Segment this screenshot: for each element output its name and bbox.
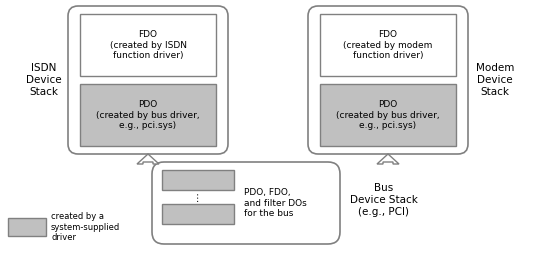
Bar <box>8 218 46 236</box>
FancyBboxPatch shape <box>68 6 228 154</box>
Bar <box>80 14 216 76</box>
Text: PDO
(created by bus driver,
e.g., pci.sys): PDO (created by bus driver, e.g., pci.sy… <box>336 100 440 130</box>
Text: created by a
system-supplied
driver: created by a system-supplied driver <box>51 212 120 242</box>
Text: PDO
(created by bus driver,
e.g., pci.sys): PDO (created by bus driver, e.g., pci.sy… <box>96 100 200 130</box>
Bar <box>162 204 234 224</box>
Text: Bus
Device Stack
(e.g., PCI): Bus Device Stack (e.g., PCI) <box>350 183 418 217</box>
Text: ⋯: ⋯ <box>193 191 203 201</box>
Text: Modem
Device
Stack: Modem Device Stack <box>476 63 514 97</box>
Bar <box>320 14 456 76</box>
Bar <box>162 170 234 190</box>
Text: ISDN
Device
Stack: ISDN Device Stack <box>27 63 62 97</box>
FancyBboxPatch shape <box>308 6 468 154</box>
Polygon shape <box>377 154 399 164</box>
Polygon shape <box>137 154 159 164</box>
FancyBboxPatch shape <box>152 162 340 244</box>
Text: FDO
(created by ISDN
function driver): FDO (created by ISDN function driver) <box>110 30 187 60</box>
Bar <box>320 84 456 146</box>
Text: PDO, FDO,
and filter DOs
for the bus: PDO, FDO, and filter DOs for the bus <box>244 188 307 218</box>
Text: FDO
(created by modem
function driver): FDO (created by modem function driver) <box>343 30 433 60</box>
Bar <box>80 84 216 146</box>
